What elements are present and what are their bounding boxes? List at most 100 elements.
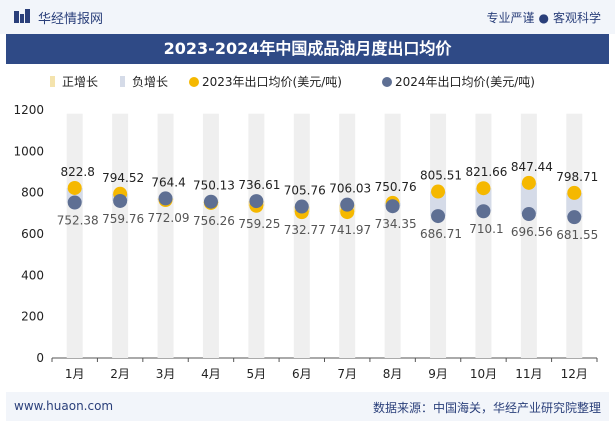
x-tick-label: 8月 xyxy=(383,367,403,381)
x-tick-label: 1月 xyxy=(65,367,85,381)
column-background xyxy=(248,113,265,358)
column-background xyxy=(430,113,447,358)
point-2024 xyxy=(476,204,491,219)
column-background xyxy=(339,113,356,358)
point-2024 xyxy=(113,193,128,208)
column-background xyxy=(202,113,219,358)
top-bar: 华经情报网 专业严谨 ● 客观科学 xyxy=(0,0,615,34)
legend-marker-2023 xyxy=(189,77,199,87)
point-2023 xyxy=(476,181,491,196)
point-2024 xyxy=(203,194,218,209)
data-label-2024: 772.09 xyxy=(148,211,190,225)
column-background xyxy=(384,113,401,358)
legend: 正增长 负增长 2023年出口均价(美元/吨) 2024年出口均价(美元/吨) xyxy=(50,75,535,89)
point-2023 xyxy=(567,185,582,200)
data-label-2023: 821.66 xyxy=(465,165,507,179)
y-tick-label: 1000 xyxy=(13,144,44,158)
website-link[interactable]: www.huaon.com xyxy=(14,399,114,413)
tagline-right: 客观科学 xyxy=(552,11,601,25)
data-label-2024: 734.35 xyxy=(375,217,417,231)
data-label-2024: 710.1 xyxy=(469,222,503,236)
decrease-bar xyxy=(520,182,537,215)
data-label-2024: 741.97 xyxy=(329,223,371,237)
legend-swatch-decrease xyxy=(120,76,125,87)
point-2023 xyxy=(67,180,82,195)
x-tick-label: 4月 xyxy=(201,367,221,381)
brand-logo-icon xyxy=(14,9,30,23)
data-label-2023: 798.71 xyxy=(556,170,598,184)
data-label-2024: 759.25 xyxy=(238,217,280,231)
chart-title: 2023-2024年中国成品油月度出口均价 xyxy=(6,34,609,64)
chart: 正增长 负增长 2023年出口均价(美元/吨) 2024年出口均价(美元/吨) 0 20… xyxy=(13,75,599,381)
point-2024 xyxy=(521,207,536,222)
decrease-bar xyxy=(475,188,492,212)
y-tick-label: 600 xyxy=(21,227,44,241)
x-tick-label: 12月 xyxy=(561,367,588,381)
point-2023 xyxy=(521,175,536,190)
point-2024 xyxy=(294,199,309,214)
data-label-2023: 750.76 xyxy=(375,180,417,194)
data-label-2024: 696.56 xyxy=(511,225,553,239)
y-tick-label: 0 xyxy=(36,351,44,365)
legend-swatch-increase xyxy=(50,76,55,87)
legend-label: 2024年出口均价(美元/吨) xyxy=(395,75,535,89)
column-background xyxy=(157,113,174,358)
separator-dot-icon: ● xyxy=(538,11,549,25)
x-tick-label: 11月 xyxy=(515,367,542,381)
data-label-2024: 681.55 xyxy=(556,228,598,242)
data-label-2024: 752.38 xyxy=(57,214,99,228)
x-tick-label: 9月 xyxy=(428,367,448,381)
y-tick-label: 1200 xyxy=(13,103,44,117)
decrease-bar xyxy=(430,191,447,217)
footer: www.huaon.com 数据来源：中国海关，华经产业研究院整理 xyxy=(6,392,609,421)
data-label-2024: 759.76 xyxy=(102,212,144,226)
data-label-2023: 822.8 xyxy=(61,165,95,179)
decrease-bar xyxy=(566,192,583,218)
bars xyxy=(66,113,583,358)
tagline: 专业严谨 ● 客观科学 xyxy=(486,9,601,26)
data-labels: 822.8 752.38 794.52 759.76 764.4 772.09 750.13… xyxy=(57,160,599,242)
point-2024 xyxy=(567,210,582,225)
tagline-left: 专业严谨 xyxy=(486,11,535,25)
column-background xyxy=(66,113,83,358)
column-background xyxy=(566,113,583,358)
data-label-2023: 705.76 xyxy=(284,184,326,198)
legend-label: 正增长 xyxy=(62,75,98,89)
data-label-2023: 794.52 xyxy=(102,171,144,185)
point-2024 xyxy=(431,209,446,224)
y-tick-label: 400 xyxy=(21,268,44,282)
data-label-2023: 805.51 xyxy=(420,169,462,183)
data-label-2023: 847.44 xyxy=(511,160,553,174)
point-2024 xyxy=(67,195,82,210)
data-label-2023: 750.13 xyxy=(193,179,235,193)
legend-label: 负增长 xyxy=(132,75,168,89)
data-label-2024: 732.77 xyxy=(284,223,326,237)
point-2024 xyxy=(158,191,173,206)
x-tick-label: 5月 xyxy=(247,367,267,381)
point-2024 xyxy=(249,194,264,209)
data-source: 数据来源：中国海关，华经产业研究院整理 xyxy=(372,401,601,415)
column-background xyxy=(112,113,129,358)
column-background xyxy=(293,113,310,358)
point-2024 xyxy=(340,197,355,212)
x-tick-label: 7月 xyxy=(337,367,357,381)
x-tick-label: 3月 xyxy=(156,367,176,381)
y-tick-label: 200 xyxy=(21,310,44,324)
x-tick-label: 6月 xyxy=(292,367,312,381)
legend-label: 2023年出口均价(美元/吨) xyxy=(202,75,342,89)
column-background xyxy=(475,113,492,358)
x-tick-label: 2月 xyxy=(110,367,130,381)
data-label-2024: 686.71 xyxy=(420,227,462,241)
data-label-2023: 764.4 xyxy=(151,175,185,189)
column-background xyxy=(520,113,537,358)
data-label-2023: 706.03 xyxy=(329,182,371,196)
point-2024 xyxy=(385,199,400,214)
data-label-2024: 756.26 xyxy=(193,214,235,228)
marks xyxy=(67,175,582,225)
y-tick-label: 800 xyxy=(21,186,44,200)
legend-marker-2024 xyxy=(382,77,392,87)
point-2023 xyxy=(431,184,446,199)
data-label-2023: 736.61 xyxy=(238,178,280,192)
x-tick-label: 10月 xyxy=(470,367,497,381)
axes: 0 200 400 600 800 1000 1200 1月 2月 3月 4月 5月 6月 7月 8月 9月 1… xyxy=(13,103,598,381)
